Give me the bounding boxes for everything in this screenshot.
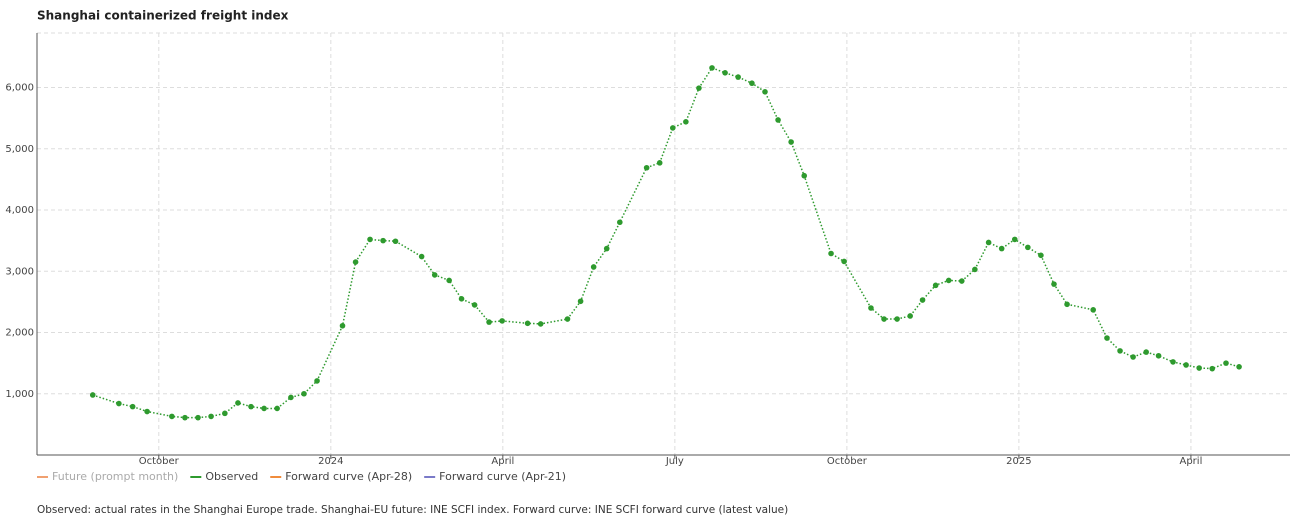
data-point <box>643 164 650 171</box>
data-point <box>1011 236 1018 243</box>
x-tick-label: 2025 <box>1006 456 1031 467</box>
data-point <box>762 88 768 95</box>
data-point <box>301 390 307 397</box>
legend-label[interactable]: Forward curve (Apr-28) <box>285 470 412 483</box>
data-point <box>1236 364 1242 370</box>
data-point <box>235 400 241 406</box>
series-line <box>92 66 1240 419</box>
data-point <box>288 394 294 401</box>
data-point <box>314 378 320 384</box>
legend-label[interactable]: Forward curve (Apr-21) <box>439 470 566 483</box>
data-point <box>418 253 425 260</box>
data-point <box>1064 301 1070 308</box>
y-tick-label: 1,000 <box>5 389 34 400</box>
y-tick-label: 6,000 <box>5 83 34 94</box>
data-point <box>972 266 978 273</box>
data-point <box>471 302 478 308</box>
data-point <box>222 410 228 417</box>
data-point <box>985 239 992 246</box>
data-point <box>1223 360 1229 366</box>
data-point <box>129 403 136 410</box>
data-point <box>1155 352 1162 359</box>
y-tick-label: 2,000 <box>5 328 34 339</box>
data-point <box>261 405 267 412</box>
data-point <box>89 392 96 398</box>
data-point <box>669 125 676 131</box>
data-point <box>1183 362 1189 368</box>
data-point <box>458 296 465 302</box>
data-point <box>248 403 254 410</box>
y-tick-label: 3,000 <box>5 266 34 277</box>
data-point <box>1209 365 1216 372</box>
data-point <box>868 305 874 311</box>
data-point <box>735 74 741 80</box>
data-point <box>709 65 715 71</box>
data-point <box>617 219 623 226</box>
data-point <box>208 413 214 420</box>
data-point <box>524 320 531 327</box>
footnote: Observed: actual rates in the Shanghai E… <box>37 504 788 516</box>
data-point <box>841 258 847 265</box>
y-tick-label: 4,000 <box>5 205 34 216</box>
x-tick-label: April <box>491 456 514 467</box>
x-tick-label: October <box>139 456 180 467</box>
data-point <box>537 321 544 327</box>
data-point <box>828 250 834 257</box>
data-point <box>1196 365 1202 371</box>
y-tick-label: 5,000 <box>5 144 34 155</box>
data-point <box>1025 244 1031 251</box>
data-point <box>144 408 150 415</box>
data-point <box>881 316 887 322</box>
data-point <box>1170 359 1176 365</box>
data-point <box>932 282 939 289</box>
data-point <box>116 400 122 407</box>
data-point <box>788 139 794 145</box>
x-tick-label: April <box>1179 456 1202 467</box>
data-point <box>722 70 728 76</box>
data-point <box>169 413 175 420</box>
data-point <box>1051 281 1057 287</box>
data-point <box>352 259 359 265</box>
data-point <box>801 172 808 179</box>
data-point <box>958 278 965 284</box>
data-point <box>380 237 386 244</box>
data-point <box>486 319 492 325</box>
data-point <box>195 414 201 421</box>
data-point <box>339 322 346 329</box>
data-point <box>1038 252 1044 259</box>
data-point <box>1130 354 1136 360</box>
data-point <box>998 245 1005 252</box>
data-point <box>367 236 373 243</box>
data-point <box>894 316 900 322</box>
data-point <box>945 277 952 284</box>
chart-title: Shanghai containerized freight index <box>37 9 289 23</box>
data-point <box>1143 349 1149 355</box>
x-tick-label: July <box>665 456 684 467</box>
data-point <box>590 264 597 270</box>
data-point <box>274 405 280 412</box>
data-point <box>431 272 438 278</box>
data-point <box>656 160 663 166</box>
data-point <box>603 245 610 252</box>
data-point <box>1117 348 1123 354</box>
legend-label[interactable]: Future (prompt month) <box>52 470 178 483</box>
x-tick-label: 2024 <box>318 456 343 467</box>
data-point <box>919 297 926 303</box>
data-point <box>392 238 399 245</box>
data-point <box>577 298 584 305</box>
data-point <box>683 119 689 125</box>
data-point <box>775 117 781 123</box>
data-point <box>564 316 571 322</box>
data-point <box>182 414 188 421</box>
legend-label[interactable]: Observed <box>205 470 258 483</box>
data-point <box>1104 335 1110 341</box>
x-tick-label: October <box>827 456 868 467</box>
data-point <box>1090 307 1097 313</box>
data-point <box>696 85 702 91</box>
data-point <box>907 313 913 319</box>
data-point <box>499 318 505 324</box>
data-point <box>446 277 452 284</box>
data-point <box>749 80 755 87</box>
